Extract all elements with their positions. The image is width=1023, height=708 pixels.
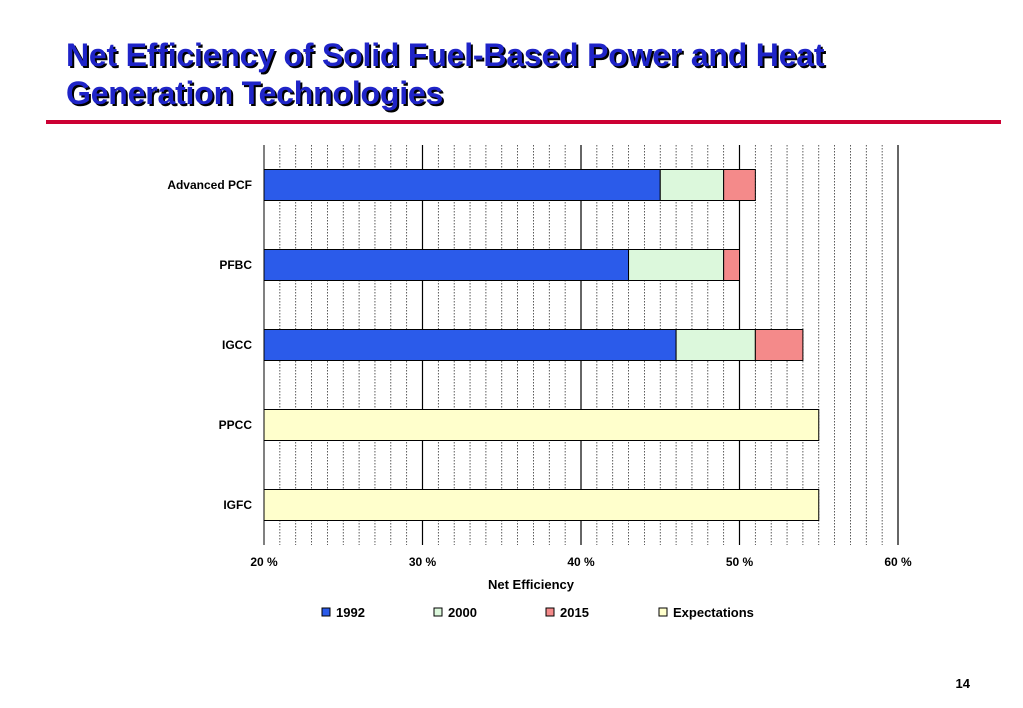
category-label: PFBC: [219, 258, 252, 272]
legend-swatch: [433, 607, 443, 617]
title-divider: [46, 120, 1001, 124]
bar-expectations: [263, 409, 820, 441]
x-axis-label: Net Efficiency: [488, 577, 575, 592]
page-number: 14: [955, 676, 970, 691]
bar-2015: [754, 329, 804, 361]
bar-2000: [628, 249, 725, 281]
bar-expectations: [263, 489, 820, 521]
page-title: Net Efficiency of Solid Fuel-Based Power…: [66, 37, 825, 111]
legend-swatch: [321, 607, 331, 617]
bar-2015: [723, 249, 741, 281]
category-label: IGFC: [223, 498, 252, 512]
x-tick-label: 20 %: [250, 555, 278, 569]
bar-2000: [659, 169, 725, 201]
x-tick-label: 60 %: [884, 555, 912, 569]
bar-1992: [263, 169, 661, 201]
x-tick-label: 40 %: [567, 555, 595, 569]
category-label: IGCC: [222, 338, 252, 352]
legend-label: Expectations: [673, 605, 754, 620]
bar-2015: [723, 169, 756, 201]
category-label: Advanced PCF: [167, 178, 252, 192]
bar-2000: [675, 329, 756, 361]
bar-1992: [263, 249, 630, 281]
legend-label: 1992: [336, 605, 365, 620]
legend-swatch: [658, 607, 668, 617]
legend-label: 2015: [560, 605, 589, 620]
legend-swatch: [545, 607, 555, 617]
category-label: PPCC: [219, 418, 253, 432]
legend-label: 2000: [448, 605, 477, 620]
x-tick-label: 30 %: [409, 555, 437, 569]
bar-1992: [263, 329, 677, 361]
x-tick-label: 50 %: [726, 555, 754, 569]
